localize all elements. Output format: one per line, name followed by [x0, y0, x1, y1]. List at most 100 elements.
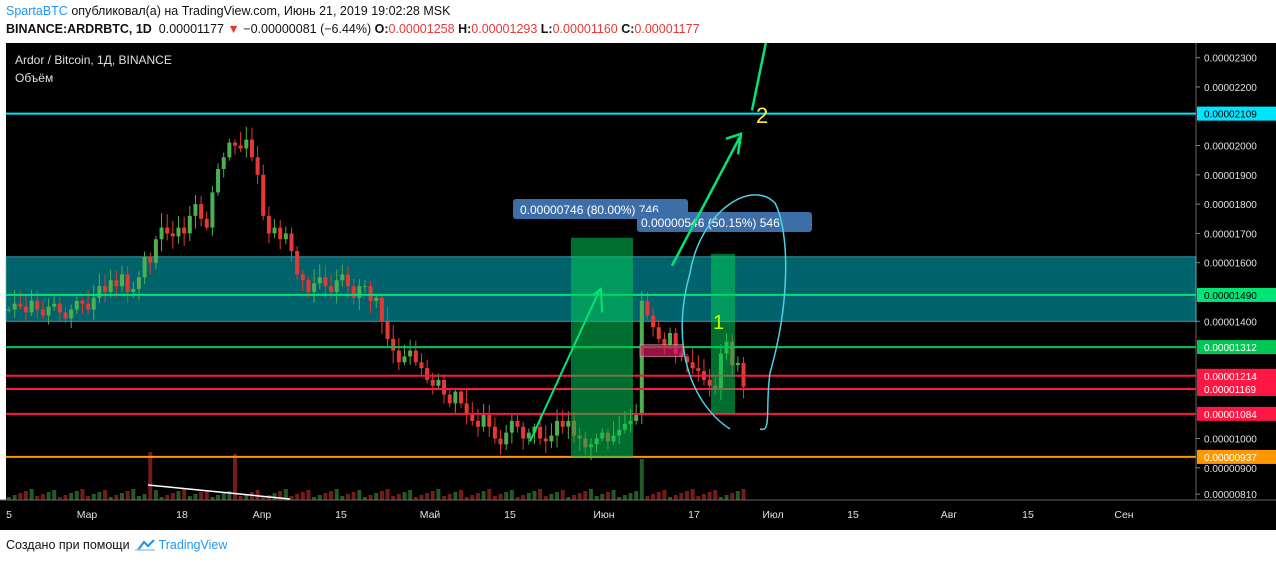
- candle-body: [91, 297, 96, 310]
- volume-bar: [651, 494, 656, 500]
- volume-bar: [634, 491, 639, 500]
- x-tick-label: 15: [1022, 509, 1034, 521]
- created-with-label: Создано при помощи: [6, 538, 130, 552]
- candle-body: [419, 362, 424, 369]
- candle-body: [662, 338, 667, 345]
- candle-body: [300, 274, 305, 281]
- volume-bar: [572, 495, 576, 500]
- candle-body: [221, 157, 226, 169]
- candle-body: [498, 438, 503, 445]
- x-tick-label: 18: [176, 509, 188, 521]
- publish-info: опубликовал(а) на TradingView.com, Июнь …: [71, 4, 451, 18]
- volume-bar: [577, 493, 582, 500]
- high-label: H:: [458, 22, 472, 36]
- candle-body: [464, 403, 469, 416]
- volume-bar: [182, 489, 187, 500]
- candle-body: [266, 215, 271, 234]
- volume-bar: [668, 497, 673, 500]
- y-tick-label: 0.00002000: [1204, 142, 1257, 153]
- volume-bar: [300, 492, 305, 500]
- volume-bar: [543, 496, 548, 500]
- volume-bar: [120, 493, 124, 500]
- highlight-ellipse: [681, 194, 787, 431]
- volume-bar: [459, 490, 463, 500]
- volume-bar: [306, 490, 311, 500]
- volume-bar: [707, 492, 712, 500]
- volume-bar: [419, 495, 424, 500]
- volume-bar: [283, 489, 288, 500]
- candle-body: [244, 139, 249, 149]
- volume-bar: [724, 495, 729, 500]
- volume-bar: [605, 492, 610, 500]
- volume-bar: [103, 490, 108, 500]
- price-tag: [1197, 381, 1276, 396]
- volume-bar: [555, 492, 560, 500]
- candle-body: [142, 256, 147, 278]
- volume-bar: [701, 494, 706, 500]
- volume-bar: [594, 496, 599, 500]
- x-tick-label: Сен: [1114, 509, 1133, 521]
- candle-body: [436, 379, 441, 386]
- candle-body: [114, 280, 119, 287]
- price-chart[interactable]: 0.00002300 0.00002200 0.00002000 0.00001900…: [0, 43, 1276, 530]
- candle-body: [278, 227, 283, 240]
- volume-bar: [379, 491, 384, 500]
- time-axis-background: [0, 500, 1276, 530]
- x-tick-label: Авг: [941, 509, 958, 521]
- author-link[interactable]: SpartaBTC: [6, 4, 68, 18]
- candle-body: [46, 306, 51, 316]
- forecast-arrow: [670, 136, 742, 267]
- candle-body: [509, 420, 514, 433]
- volume-bar: [165, 495, 170, 500]
- volume-bar: [504, 492, 509, 500]
- price-tag-label: 0.00002109: [1204, 110, 1257, 121]
- candle-body: [103, 286, 108, 293]
- volume-bar: [323, 493, 328, 500]
- volume-bar: [312, 497, 317, 500]
- candle-body: [549, 435, 554, 442]
- chart-header: SpartaBTC опубликовал(а) на TradingView.…: [0, 0, 1276, 44]
- volume-bar: [131, 489, 136, 500]
- volume-bar: [515, 497, 520, 500]
- arrow-head-1: [592, 287, 603, 313]
- candle-body: [504, 432, 509, 445]
- candle-body: [634, 415, 639, 421]
- x-tick-label: 15: [335, 509, 347, 521]
- candle-body: [131, 289, 136, 293]
- volume-bar: [29, 489, 34, 500]
- volume-bar: [741, 489, 746, 500]
- trend-arrow-1: [529, 288, 601, 442]
- volume-bar: [57, 497, 62, 500]
- volume-bar: [639, 459, 644, 500]
- close-label: C:: [621, 22, 635, 36]
- ohlc-line: BINANCE:ARDRBTC, 1D 0.00001177 ▼ −0.0000…: [6, 22, 700, 36]
- candle-body: [74, 300, 79, 310]
- candle-body: [351, 286, 356, 298]
- low-value: 0.00001160: [552, 22, 618, 36]
- y-tick-label: 0.00001900: [1204, 171, 1257, 182]
- candle-body: [199, 204, 204, 219]
- tradingview-brand[interactable]: TradingView: [158, 538, 228, 552]
- candle-body: [515, 420, 520, 427]
- candle-body: [63, 312, 68, 319]
- open-value: 0.00001258: [388, 22, 455, 36]
- candle-body: [120, 274, 124, 287]
- candle-body: [362, 286, 367, 288]
- candle-body: [707, 379, 712, 386]
- volume-bar: [289, 496, 294, 500]
- candle-body: [453, 391, 458, 404]
- volume-bar: [159, 497, 164, 500]
- volume-bar: [628, 493, 633, 500]
- candle-body: [673, 333, 678, 354]
- volume-bar: [532, 491, 537, 500]
- measure-label-1: 0.00000746 (80.00%) 746: [520, 203, 659, 217]
- candle-body: [182, 227, 187, 234]
- tradingview-logo[interactable]: TradingView: [134, 538, 228, 552]
- candle-body: [475, 420, 480, 427]
- candle-body: [323, 277, 328, 287]
- candle-body: [210, 192, 215, 228]
- volume-bar: [351, 492, 356, 500]
- volume-bar: [136, 496, 141, 500]
- volume-bar: [199, 492, 204, 500]
- candle-body: [148, 256, 153, 263]
